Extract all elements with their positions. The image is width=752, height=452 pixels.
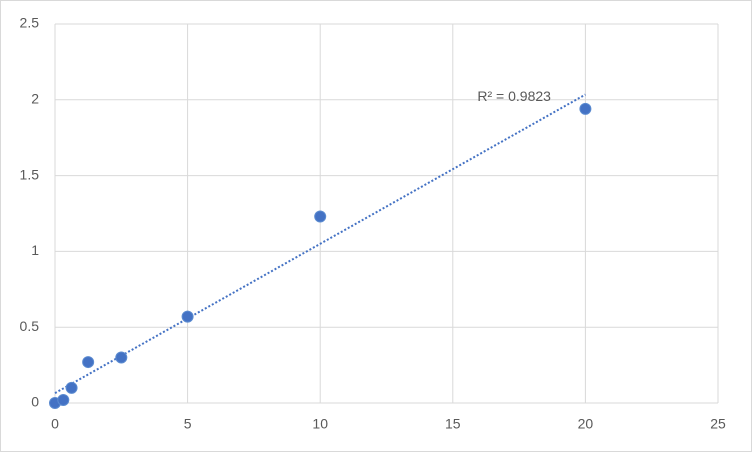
- x-tick-label: 10: [312, 416, 328, 432]
- point: [181, 310, 194, 323]
- y-tick-label: 1.5: [20, 166, 40, 182]
- y-tick-label: 0: [31, 394, 39, 410]
- point: [65, 381, 78, 394]
- x-tick-label: 0: [51, 416, 59, 432]
- point: [579, 102, 592, 115]
- trendline-label: R² = 0.9823: [477, 88, 551, 104]
- grid: 0 0.5 1 1.5 2 2.5 0 5 10 15 20 25: [20, 15, 726, 432]
- trendline: [54, 93, 586, 394]
- x-tick-label: 25: [710, 416, 726, 432]
- y-tick-label: 1: [31, 242, 39, 258]
- point: [314, 210, 327, 223]
- y-tick-label: 2: [31, 91, 39, 107]
- x-tick-label: 5: [184, 416, 192, 432]
- y-tick-label: 2.5: [20, 15, 40, 31]
- marks: R² = 0.9823: [49, 88, 592, 409]
- point: [82, 356, 95, 369]
- x-tick-label: 15: [445, 416, 461, 432]
- y-tick-label: 0.5: [20, 318, 40, 334]
- point: [115, 351, 128, 364]
- point: [57, 393, 70, 406]
- x-tick-label: 20: [578, 416, 594, 432]
